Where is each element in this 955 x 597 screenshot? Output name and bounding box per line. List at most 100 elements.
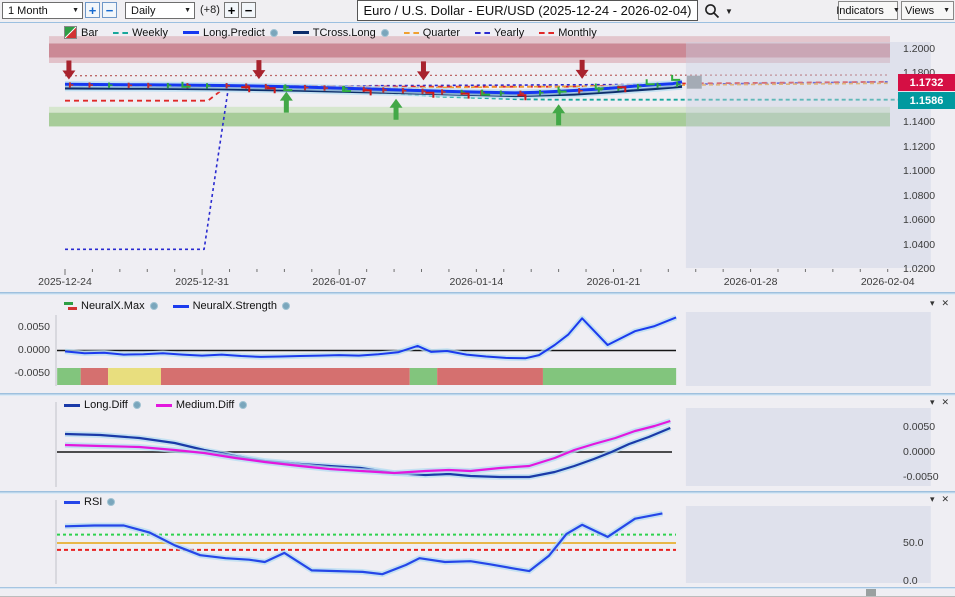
series-options-dot[interactable] [107,498,116,506]
chevron-down-icon: ▼ [72,7,79,14]
remove-bars-button[interactable]: − [241,2,256,18]
indicators-button[interactable]: Indicators ▼ [836,1,900,20]
legend-label: Bar [81,26,99,39]
add-bars-button[interactable]: + [224,2,239,18]
range-zoom-out-button[interactable]: − [102,2,117,18]
diff-panel-controls: ▾ ✕ [930,397,949,408]
line-icon [64,500,80,504]
close-icon[interactable]: ✕ [941,397,950,407]
rsi-panel-legend: RSI [64,496,116,508]
symbol-title: Euro / U.S. Dollar - EUR/USD (2025-12-24… [363,3,692,18]
range-select-value: 1 Month [8,4,48,17]
series-options-dot[interactable] [239,401,248,409]
price-axis-label: 1.0800 [903,189,936,202]
price-axis-label: 1.0400 [903,238,936,251]
legend-label: Long.Predict [203,26,265,39]
collapse-icon[interactable]: ▾ [930,494,935,504]
indicator-axis-label: 0.0050 [17,321,50,333]
series-options-dot[interactable] [132,401,141,409]
range-zoom-in-button[interactable]: + [85,2,100,18]
period-select[interactable]: Daily ▼ [125,2,195,19]
indicator-axis-label: -0.0050 [903,470,939,483]
line-icon [155,403,172,407]
price-axis-label: 1.2000 [903,42,936,55]
views-button-label: Views [904,4,935,17]
bar-series-icon [64,26,77,39]
collapse-icon[interactable]: ▾ [930,397,935,407]
legend-label: Long.Diff [84,399,128,411]
dashed-line-icon [539,31,555,34]
price-chart-legend: Bar Weekly Long.Predict TCross.Long Quarter Y… [64,26,597,39]
panel-separator[interactable] [0,491,955,494]
period-select-value: Daily [131,4,156,17]
legend-item-neuralx-max[interactable]: NeuralX.Max [64,300,158,312]
panel-separator[interactable] [0,393,955,396]
rsi-panel-controls: ▾ ✕ [930,494,949,505]
toolbar: 1 Month ▼ + − Daily ▼ (+8) + − Euro / U.… [0,0,955,23]
close-icon[interactable]: ✕ [941,298,950,308]
legend-label: RSI [84,496,103,508]
price-axis-label: 1.0200 [903,263,936,275]
line-icon [64,403,80,407]
bars-offset-label: (+8) [200,4,220,16]
legend-item-quarter[interactable]: Quarter [403,26,461,39]
indicator-axis-label: -0.0050 [14,367,50,379]
chevron-down-icon: ▼ [892,7,900,14]
indicator-axis-label: 0.0050 [903,420,936,433]
legend-label: Monthly [558,26,597,39]
chevron-down-icon: ▼ [943,7,951,14]
panel-separator[interactable] [0,292,955,295]
neuralx-panel-controls: ▾ ✕ [930,298,949,309]
panel-separator [0,587,955,589]
collapse-icon[interactable]: ▾ [930,298,935,308]
date-axis-label: 2026-02-04 [860,276,915,288]
legend-item-bar[interactable]: Bar [64,26,98,39]
legend-item-tcross-long[interactable]: TCross.Long [292,26,389,39]
symbol-title-box[interactable]: Euro / U.S. Dollar - EUR/USD (2025-12-24… [357,0,698,21]
legend-item-rsi[interactable]: RSI [64,496,116,508]
dashed-line-icon [403,31,419,34]
indicator-axis-label: 0.0 [903,574,918,587]
date-axis-label: 2025-12-31 [175,276,229,288]
indicator-axis-label: 0.0000 [17,344,50,356]
series-options-dot[interactable] [281,302,290,310]
neuralx-max-icon [64,301,77,311]
legend-item-monthly[interactable]: Monthly [539,27,597,39]
line-icon [172,304,189,308]
legend-item-long-diff[interactable]: Long.Diff [64,399,141,411]
series-options-dot[interactable] [269,28,278,37]
close-icon[interactable]: ✕ [941,494,950,504]
legend-label: Quarter [422,26,461,39]
search-icon[interactable] [704,3,720,19]
legend-item-weekly[interactable]: Weekly [113,27,168,39]
date-axis-label: 2026-01-07 [312,276,367,288]
neuralx-panel-legend: NeuralX.Max NeuralX.Strength [64,300,290,312]
legend-item-yearly[interactable]: Yearly [475,27,524,39]
search-dropdown-caret[interactable]: ▼ [725,7,733,16]
date-axis-label: 2025-12-24 [38,276,92,288]
dashed-line-icon [113,31,129,34]
series-options-dot[interactable] [380,28,389,37]
legend-label: TCross.Long [312,26,376,39]
series-options-dot[interactable] [149,302,158,310]
legend-label: NeuralX.Strength [192,300,277,312]
weekly-level-badge: 1.1586 [898,92,955,109]
chevron-down-icon: ▼ [184,7,191,14]
price-axis-label: 1.1000 [903,165,936,177]
legend-label: NeuralX.Max [81,300,145,312]
legend-label: Weekly [132,26,168,39]
range-select[interactable]: 1 Month ▼ [2,2,83,19]
views-button[interactable]: Views ▼ [901,1,954,20]
diff-panel-legend: Long.Diff Medium.Diff [64,399,248,411]
price-axis-label: 1.1400 [903,116,936,128]
scrollbar-corner[interactable] [866,589,876,596]
date-axis-label: 2026-01-28 [723,276,778,288]
indicator-axis-label: 50.0 [903,536,924,549]
legend-item-medium-diff[interactable]: Medium.Diff [155,399,248,411]
line-icon [183,31,199,34]
indicator-axis-label: 0.0000 [903,445,936,458]
legend-item-long-predict[interactable]: Long.Predict [183,27,278,39]
legend-item-neuralx-strength[interactable]: NeuralX.Strength [172,300,290,312]
